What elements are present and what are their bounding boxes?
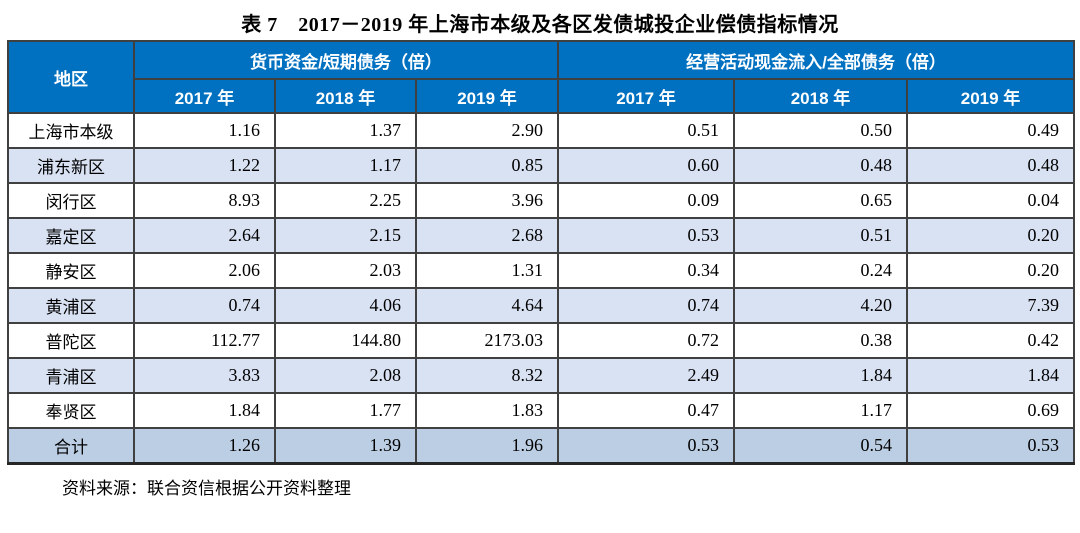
- value-cell: 1.17: [274, 147, 417, 184]
- table-row-jingan: 静安区 2.06 2.03 1.31 0.34 0.24 0.20: [7, 252, 1076, 289]
- value-cell: 2.49: [557, 357, 735, 394]
- value-cell: 0.53: [905, 427, 1076, 465]
- value-cell: 0.47: [557, 392, 735, 429]
- header-group-row: 地区 货币资金/短期债务（倍） 经营活动现金流入/全部债务（倍）: [7, 40, 1076, 114]
- value-cell: 0.50: [733, 112, 908, 149]
- value-cell: 0.54: [733, 427, 908, 465]
- value-cell: 0.53: [557, 427, 735, 465]
- value-cell: 2.15: [274, 217, 417, 254]
- table-row-huangpu: 黄浦区 0.74 4.06 4.64 0.74 4.20 7.39: [7, 287, 1076, 324]
- region-cell: 静安区: [7, 252, 135, 289]
- header-year-2019-left: 2019 年: [415, 78, 559, 114]
- value-cell: 2.68: [415, 217, 559, 254]
- table-row-minhang: 闵行区 8.93 2.25 3.96 0.09 0.65 0.04: [7, 182, 1076, 219]
- value-cell: 0.38: [733, 322, 908, 359]
- value-cell: 3.96: [415, 182, 559, 219]
- value-cell: 1.84: [905, 357, 1076, 394]
- value-cell: 1.77: [274, 392, 417, 429]
- table-body: 上海市本级 1.16 1.37 2.90 0.51 0.50 0.49 浦东新区…: [7, 112, 1076, 465]
- value-cell: 0.60: [557, 147, 735, 184]
- source-note: 资料来源：联合资信根据公开资料整理: [62, 478, 351, 498]
- table-row-jiading: 嘉定区 2.64 2.15 2.68 0.53 0.51 0.20: [7, 217, 1076, 254]
- value-cell: 1.31: [415, 252, 559, 289]
- value-cell: 8.32: [415, 357, 559, 394]
- value-cell: 0.72: [557, 322, 735, 359]
- value-cell: 1.16: [133, 112, 276, 149]
- value-cell: 4.06: [274, 287, 417, 324]
- value-cell: 112.77: [133, 322, 276, 359]
- region-cell-total: 合计: [7, 427, 135, 465]
- value-cell: 1.22: [133, 147, 276, 184]
- value-cell: 1.37: [274, 112, 417, 149]
- value-cell: 144.80: [274, 322, 417, 359]
- region-cell: 闵行区: [7, 182, 135, 219]
- header-group-cashinflow-to-totaldebt: 经营活动现金流入/全部债务（倍）: [556, 40, 1076, 80]
- value-cell: 0.65: [733, 182, 908, 219]
- debt-indicator-table: 地区 货币资金/短期债务（倍） 经营活动现金流入/全部债务（倍） 2017 年 …: [7, 40, 1076, 465]
- value-cell: 1.83: [415, 392, 559, 429]
- value-cell: 2.08: [274, 357, 417, 394]
- value-cell: 0.69: [905, 392, 1076, 429]
- value-cell: 0.85: [415, 147, 559, 184]
- region-cell: 奉贤区: [7, 392, 135, 429]
- table-row-putuo: 普陀区 112.77 144.80 2173.03 0.72 0.38 0.42: [7, 322, 1076, 359]
- value-cell: 8.93: [133, 182, 276, 219]
- value-cell: 2.03: [274, 252, 417, 289]
- value-cell: 0.42: [905, 322, 1076, 359]
- region-cell: 青浦区: [7, 357, 135, 394]
- value-cell: 0.04: [905, 182, 1076, 219]
- value-cell: 1.96: [415, 427, 559, 465]
- value-cell: 0.20: [905, 217, 1076, 254]
- region-cell: 普陀区: [7, 322, 135, 359]
- value-cell: 2.06: [133, 252, 276, 289]
- value-cell: 0.48: [733, 147, 908, 184]
- value-cell: 0.74: [557, 287, 735, 324]
- value-cell: 2.64: [133, 217, 276, 254]
- header-year-2019-right: 2019 年: [905, 78, 1076, 114]
- value-cell: 0.51: [557, 112, 735, 149]
- value-cell: 7.39: [905, 287, 1076, 324]
- table-title: 表 7 2017－2019 年上海市本级及各区发债城投企业偿债指标情况: [241, 14, 839, 36]
- value-cell: 1.39: [274, 427, 417, 465]
- table-row-shanghai-municipal: 上海市本级 1.16 1.37 2.90 0.51 0.50 0.49: [7, 112, 1076, 149]
- region-cell: 浦东新区: [7, 147, 135, 184]
- table-row-pudong: 浦东新区 1.22 1.17 0.85 0.60 0.48 0.48: [7, 147, 1076, 184]
- region-cell: 嘉定区: [7, 217, 135, 254]
- table-row-total: 合计 1.26 1.39 1.96 0.53 0.54 0.53: [7, 427, 1076, 465]
- value-cell: 3.83: [133, 357, 276, 394]
- value-cell: 4.64: [415, 287, 559, 324]
- header-year-2018-right: 2018 年: [733, 78, 908, 114]
- table-row-fengxian: 奉贤区 1.84 1.77 1.83 0.47 1.17 0.69: [7, 392, 1076, 429]
- value-cell: 0.24: [733, 252, 908, 289]
- header-region: 地区: [7, 40, 135, 114]
- value-cell: 1.84: [133, 392, 276, 429]
- table-header: 地区 货币资金/短期债务（倍） 经营活动现金流入/全部债务（倍） 2017 年 …: [7, 40, 1076, 114]
- value-cell: 0.09: [557, 182, 735, 219]
- value-cell: 2.25: [274, 182, 417, 219]
- value-cell: 0.34: [557, 252, 735, 289]
- value-cell: 2.90: [415, 112, 559, 149]
- table-row-qingpu: 青浦区 3.83 2.08 8.32 2.49 1.84 1.84: [7, 357, 1076, 394]
- value-cell: 0.20: [905, 252, 1076, 289]
- value-cell: 1.26: [133, 427, 276, 465]
- header-year-2018-left: 2018 年: [274, 78, 417, 114]
- value-cell: 2173.03: [415, 322, 559, 359]
- header-year-row: 2017 年 2018 年 2019 年 2017 年 2018 年 2019 …: [8, 78, 1076, 114]
- value-cell: 4.20: [733, 287, 908, 324]
- value-cell: 0.53: [557, 217, 735, 254]
- header-group-cash-to-shortdebt: 货币资金/短期债务（倍）: [133, 40, 559, 80]
- header-year-2017-right: 2017 年: [557, 78, 735, 114]
- region-cell: 黄浦区: [7, 287, 135, 324]
- value-cell: 1.17: [733, 392, 908, 429]
- value-cell: 0.48: [905, 147, 1076, 184]
- value-cell: 0.51: [733, 217, 908, 254]
- region-cell: 上海市本级: [7, 112, 135, 149]
- header-year-2017-left: 2017 年: [133, 78, 276, 114]
- value-cell: 0.74: [133, 287, 276, 324]
- value-cell: 1.84: [733, 357, 908, 394]
- value-cell: 0.49: [905, 112, 1076, 149]
